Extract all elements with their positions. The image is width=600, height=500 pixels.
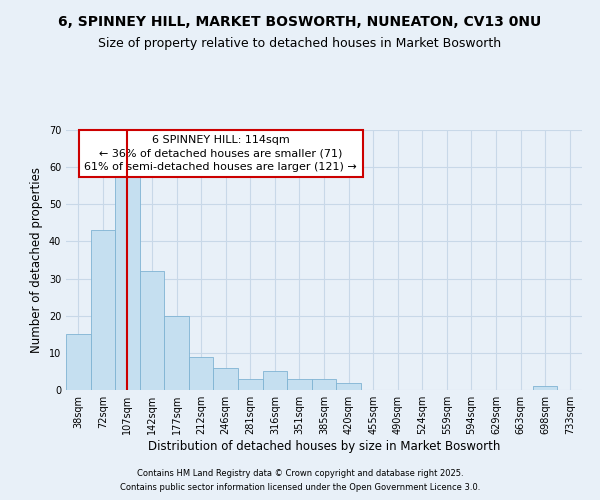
Text: Contains HM Land Registry data © Crown copyright and database right 2025.: Contains HM Land Registry data © Crown c… <box>137 468 463 477</box>
Text: Size of property relative to detached houses in Market Bosworth: Size of property relative to detached ho… <box>98 38 502 51</box>
X-axis label: Distribution of detached houses by size in Market Bosworth: Distribution of detached houses by size … <box>148 440 500 453</box>
Bar <box>263 372 287 390</box>
Text: Contains public sector information licensed under the Open Government Licence 3.: Contains public sector information licen… <box>120 484 480 492</box>
Y-axis label: Number of detached properties: Number of detached properties <box>30 167 43 353</box>
Bar <box>238 379 263 390</box>
Bar <box>214 368 238 390</box>
Bar <box>115 174 140 390</box>
Bar <box>91 230 115 390</box>
Text: 6, SPINNEY HILL, MARKET BOSWORTH, NUNEATON, CV13 0NU: 6, SPINNEY HILL, MARKET BOSWORTH, NUNEAT… <box>58 15 542 29</box>
Bar <box>312 379 336 390</box>
Bar <box>140 271 164 390</box>
Bar <box>336 382 361 390</box>
Bar <box>164 316 189 390</box>
Bar <box>66 334 91 390</box>
Bar <box>533 386 557 390</box>
Text: 6 SPINNEY HILL: 114sqm
← 36% of detached houses are smaller (71)
61% of semi-det: 6 SPINNEY HILL: 114sqm ← 36% of detached… <box>85 135 357 172</box>
Bar <box>287 379 312 390</box>
Bar <box>189 356 214 390</box>
